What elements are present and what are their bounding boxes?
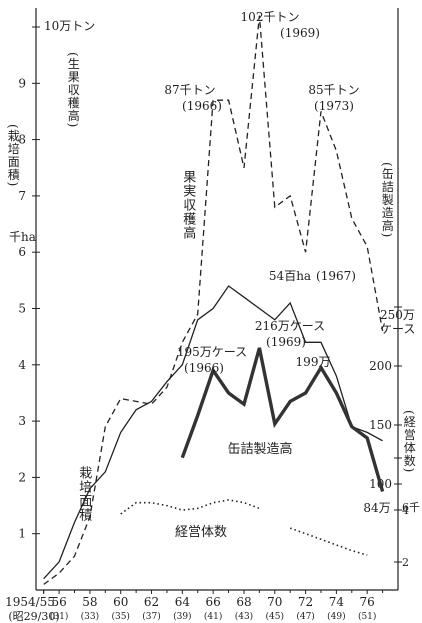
x-tick-sub-label: (45) (266, 611, 284, 622)
x-tick-label: 72 (298, 595, 313, 609)
annotation-cans-1966: 195万ケース (177, 345, 247, 359)
x-start-sub-label: (昭29/30) (8, 610, 59, 623)
left-unit-label: 千ha (9, 230, 36, 244)
annotation-fruit-1973: 85千トン (308, 83, 359, 97)
left-tick-label: 6 (18, 245, 26, 259)
left-tick-label: 5 (18, 302, 26, 316)
series-line-2 (180, 347, 385, 492)
right-cans-tick-label: 150 (369, 418, 392, 432)
annotation-area-1967-year: (1967) (316, 269, 356, 283)
right-farms-tick-label: 4 (402, 504, 409, 517)
annotation-fruit-1969: 102千トン (241, 10, 300, 24)
label-cultivation-area-axis: (栽培面積) (6, 124, 21, 188)
label-cans-axis: (缶詰製造高) (380, 162, 395, 239)
x-tick-label: 56 (51, 595, 66, 609)
annotation-area-1967: 54百ha (269, 269, 311, 283)
x-tick-label: 62 (144, 595, 159, 609)
x-tick-label: 58 (82, 595, 97, 609)
x-tick-sub-label: (33) (81, 611, 99, 622)
x-tick-label: 60 (113, 595, 128, 609)
right-farms-tick-label: 2 (402, 556, 409, 569)
series-line-3 (120, 499, 260, 515)
x-tick-sub-label: (37) (142, 611, 160, 622)
left-top-tick: 10万トン (44, 19, 95, 33)
right-farms-top-tick: 6千 (402, 501, 420, 514)
left-tick-label: 3 (18, 414, 26, 428)
label-fruit-harvest-series: 果実収穫高 (180, 170, 196, 240)
right-cans-top-tick: 250万 (380, 308, 415, 322)
x-tick-sub-label: (43) (235, 611, 253, 622)
left-tick-label: 9 (18, 76, 26, 90)
x-tick-sub-label: (47) (296, 611, 314, 622)
left-axis-ticks: 1 2 3 4 5 6 7 8 9 (18, 26, 40, 541)
x-tick-label: 66 (206, 595, 221, 609)
x-tick-label: 64 (175, 595, 191, 609)
annotation-fruit-1973-year: (1973) (314, 99, 354, 113)
annotation-cans-1969: 216万ケース (255, 319, 325, 333)
x-tick-sub-label: (41) (204, 611, 222, 622)
left-tick-label: 2 (18, 470, 26, 484)
series-layer (43, 15, 385, 585)
right-cans-tick-label: 200 (369, 359, 392, 373)
x-start-label: 1954/55 (5, 595, 55, 609)
annotation-cans-1977: 84万 (363, 501, 390, 515)
label-cultivation-area-series: 栽培面積 (76, 466, 92, 522)
x-tick-sub-label: (51) (358, 611, 376, 622)
annotation-fruit-1966-year: (1966) (182, 99, 222, 113)
x-tick-label: 76 (360, 595, 375, 609)
series-line-3 (289, 527, 368, 556)
annotation-cans-1966-year: (1966) (184, 361, 224, 375)
x-tick-sub-label: (35) (111, 611, 129, 622)
annotations: 102千トン (1969) 87千トン (1966) 85千トン (1973) … (5, 10, 420, 623)
label-cans-production: 缶詰製造高 (227, 441, 292, 457)
series-line-0 (43, 15, 384, 585)
right-cans-top-unit: ケース (380, 322, 415, 336)
x-tick-sub-label: (49) (327, 611, 345, 622)
x-tick-sub-label: (31) (50, 611, 68, 622)
annotation-fruit-1966: 87千トン (164, 83, 215, 97)
left-tick-label: 8 (18, 133, 26, 147)
left-tick-label: 1 (18, 527, 26, 541)
left-tick-label: 4 (18, 358, 26, 372)
left-tick-label: 7 (18, 189, 26, 203)
annotation-cans-1969-year: (1969) (266, 335, 306, 349)
label-farms-axis: (経営体数) (402, 410, 417, 474)
label-fruit-harvest-axis: (生果収穫高) (66, 52, 81, 129)
annotation-cans-1973: 199万 (296, 355, 331, 369)
label-farm-count: 経営体数 (175, 525, 227, 540)
series-line-1 (43, 285, 383, 580)
x-tick-label: 70 (267, 595, 282, 609)
x-tick-label: 74 (329, 595, 345, 609)
annotation-fruit-1969-year: (1969) (280, 26, 320, 40)
x-tick-sub-label: (39) (173, 611, 191, 622)
x-axis-ticks: 56 (31) 58 (33) 60 (35) 62 (37) 64 (39) 66 (41) 68 (4… (43, 590, 384, 622)
x-tick-label: 68 (236, 595, 251, 609)
